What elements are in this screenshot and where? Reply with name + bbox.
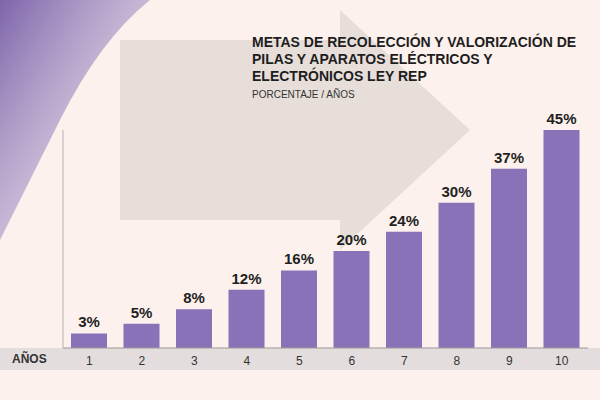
svg-text:5%: 5%	[131, 304, 153, 321]
svg-text:30%: 30%	[441, 183, 471, 200]
svg-text:16%: 16%	[284, 250, 314, 267]
svg-text:5: 5	[296, 354, 303, 368]
html-text:AÑOS: AÑOS	[12, 352, 47, 366]
svg-text:8%: 8%	[183, 289, 205, 306]
svg-text:4: 4	[243, 354, 250, 368]
html-text:METAS DE RECOLECCIÓN Y VALORIZ: METAS DE RECOLECCIÓN Y VALORIZACIÓN DE P…	[252, 34, 577, 84]
svg-text:7: 7	[401, 354, 408, 368]
svg-text:6: 6	[348, 354, 355, 368]
svg-text:3: 3	[191, 354, 198, 368]
svg-text:2: 2	[138, 354, 145, 368]
svg-text:10: 10	[555, 354, 569, 368]
svg-text:37%: 37%	[494, 149, 524, 166]
html-text:PORCENTAJE / AÑOS: PORCENTAJE / AÑOS	[252, 89, 355, 100]
svg-text:20%: 20%	[336, 231, 366, 248]
svg-text:12%: 12%	[231, 270, 261, 287]
svg-text:1: 1	[86, 354, 93, 368]
svg-text:24%: 24%	[389, 212, 419, 229]
svg-text:9: 9	[506, 354, 513, 368]
svg-text:3%: 3%	[78, 313, 100, 330]
svg-text:8: 8	[453, 354, 460, 368]
svg-text:45%: 45%	[546, 110, 576, 127]
